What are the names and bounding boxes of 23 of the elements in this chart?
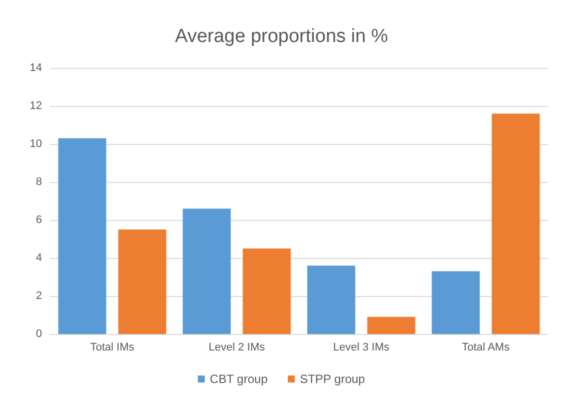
bar	[307, 266, 356, 334]
chart-title: Average proportions in %	[175, 26, 388, 47]
bar	[118, 230, 166, 334]
bar	[242, 248, 291, 334]
x-tick-label: Total AMs	[462, 342, 510, 354]
y-tick-label: 2	[36, 290, 42, 302]
bar	[182, 208, 231, 334]
bar	[432, 271, 480, 334]
y-tick-label: 6	[36, 214, 42, 226]
y-tick-label: 4	[36, 252, 42, 264]
legend-label: STPP group	[300, 372, 366, 386]
y-tick-label: 14	[30, 62, 42, 74]
y-tick-label: 12	[30, 100, 42, 112]
bar	[492, 114, 540, 334]
y-tick-label: 8	[36, 176, 42, 188]
x-tick-label: Level 3 IMs	[333, 342, 390, 354]
bar	[58, 138, 106, 334]
bar	[367, 316, 416, 334]
legend-label: CBT group	[210, 372, 268, 386]
y-tick-label: 10	[30, 138, 42, 150]
x-tick-label: Level 2 IMs	[208, 342, 266, 354]
y-tick-label: 0	[36, 328, 42, 340]
x-tick-label: Total IMs	[90, 342, 135, 354]
